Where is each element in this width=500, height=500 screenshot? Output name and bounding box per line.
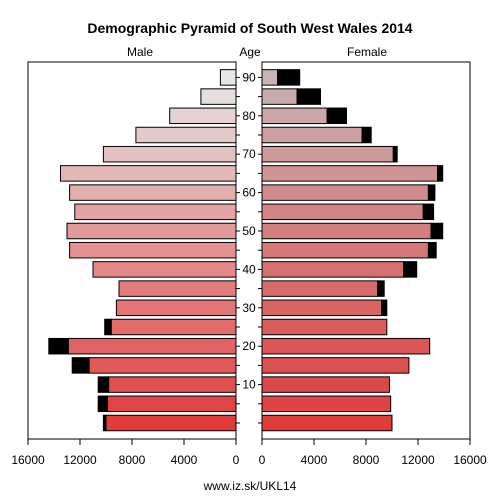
- male-x-axis: 16000 12000 8000 4000 0: [11, 439, 240, 467]
- male-excess-bar-25-29: [104, 318, 112, 336]
- female-excess-bar-40-44: [403, 261, 418, 278]
- female-x-axis: 0 4000 8000 12000 16000: [259, 439, 487, 467]
- female-excess-bar-65-69: [437, 165, 444, 182]
- male-bar-5-9: [106, 395, 237, 413]
- age-tick-label: 70: [242, 147, 256, 161]
- male-bar-65-69: [60, 165, 237, 182]
- age-tick-label: 80: [242, 109, 256, 123]
- male-bar-10-14: [108, 376, 237, 393]
- male-bar-30-34: [115, 299, 237, 317]
- female-excess-bar-45-49: [427, 241, 437, 259]
- male-bar-20-24: [67, 337, 237, 355]
- footer-url: www.iz.sk/UKL14: [203, 479, 297, 493]
- female-bar-55-59: [261, 203, 424, 221]
- age-tick-label: 50: [242, 224, 256, 238]
- female-bar-80-84: [261, 107, 328, 125]
- female-bar-65-69: [261, 165, 438, 182]
- male-excess-bar-10-14: [97, 376, 110, 393]
- female-excess-bar-30-34: [381, 299, 388, 317]
- male-excess-bar-0-4: [102, 414, 107, 432]
- female-excess-bar-60-64: [427, 184, 436, 201]
- female-bar-90+: [261, 69, 279, 86]
- male-excess-bar-5-9: [97, 395, 108, 413]
- female-x-tick-label: 4000: [301, 453, 328, 467]
- male-x-tick-label: 8000: [119, 453, 146, 467]
- female-excess-bar-90+: [277, 69, 301, 86]
- age-tick-label: 90: [242, 70, 256, 84]
- female-bar-60-64: [261, 184, 429, 201]
- female-excess-bar-80-84: [326, 107, 347, 125]
- male-bar-75-79: [135, 126, 237, 144]
- male-bar-55-59: [74, 203, 237, 221]
- female-bar-25-29: [261, 318, 388, 336]
- female-x-tick-label: 16000: [453, 453, 487, 467]
- female-excess-bar-50-54: [430, 222, 444, 240]
- male-excess-bar-20-24: [48, 337, 69, 355]
- male-bar-80-84: [169, 107, 237, 125]
- female-bars: [261, 69, 444, 432]
- male-bar-50-54: [66, 222, 237, 240]
- male-x-tick-label: 0: [233, 453, 240, 467]
- female-x-tick-label: 12000: [401, 453, 435, 467]
- female-bar-10-14: [261, 376, 390, 393]
- female-excess-bar-75-79: [361, 126, 372, 144]
- male-bar-15-19: [88, 357, 237, 374]
- chart-title: Demographic Pyramid of South West Wales …: [87, 20, 412, 36]
- age-tick-label: 30: [242, 301, 256, 315]
- female-excess-bar-55-59: [422, 203, 435, 221]
- female-bar-15-19: [261, 357, 410, 374]
- male-x-tick-label: 16000: [11, 453, 45, 467]
- female-bar-85-89: [261, 88, 298, 105]
- male-excess-bar-15-19: [71, 357, 90, 374]
- male-label: Male: [127, 45, 153, 59]
- male-x-tick-label: 12000: [63, 453, 97, 467]
- age-label: Age: [239, 45, 261, 59]
- female-bar-0-4: [261, 414, 393, 432]
- male-bar-45-49: [69, 241, 237, 259]
- female-label: Female: [347, 45, 387, 59]
- female-bar-50-54: [261, 222, 432, 240]
- male-bar-70-74: [102, 145, 237, 163]
- female-bar-35-39: [261, 280, 379, 297]
- male-bar-40-44: [92, 261, 237, 278]
- age-tick-label: 40: [242, 262, 256, 276]
- female-x-tick-label: 8000: [353, 453, 380, 467]
- female-x-tick-label: 0: [259, 453, 266, 467]
- female-bar-5-9: [261, 395, 392, 413]
- male-bar-85-89: [200, 88, 237, 105]
- female-excess-bar-35-39: [377, 280, 385, 297]
- age-tick-label: 60: [242, 186, 256, 200]
- female-bar-20-24: [261, 337, 431, 355]
- female-bar-30-34: [261, 299, 383, 317]
- male-bar-0-4: [105, 414, 237, 432]
- female-excess-bar-70-74: [392, 145, 398, 163]
- age-tick-label: 20: [242, 339, 256, 353]
- male-bar-60-64: [69, 184, 237, 201]
- female-bar-70-74: [261, 145, 394, 163]
- male-bar-25-29: [110, 318, 237, 336]
- male-bar-35-39: [118, 280, 237, 297]
- male-x-tick-label: 4000: [171, 453, 198, 467]
- female-bar-40-44: [261, 261, 405, 278]
- age-axis: 10 20 30 40 50 60 70 80 90: [236, 70, 262, 424]
- male-bar-90+: [219, 69, 237, 86]
- female-bar-75-79: [261, 126, 363, 144]
- female-bar-45-49: [261, 241, 429, 259]
- age-tick-label: 10: [242, 378, 256, 392]
- female-excess-bar-85-89: [296, 88, 322, 105]
- male-bars: [48, 69, 237, 432]
